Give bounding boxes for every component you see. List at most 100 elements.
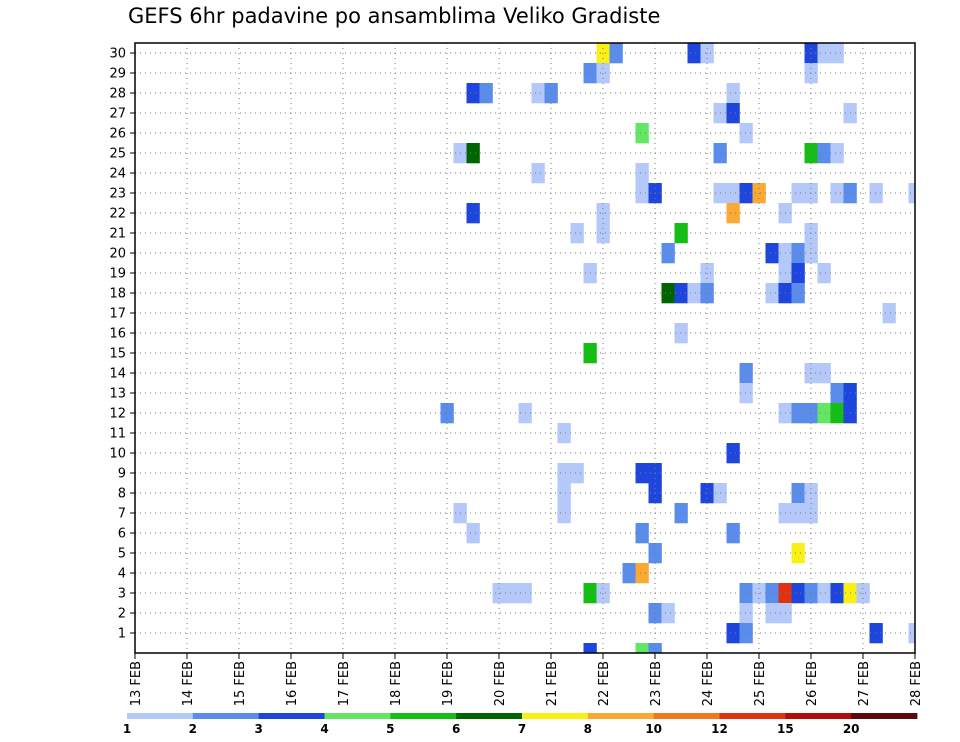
heatmap-cell: [466, 83, 480, 104]
heatmap-cell: [791, 283, 805, 304]
legend-swatch: [127, 713, 194, 719]
heatmap-cell: [674, 503, 688, 524]
y-tick-label: 15: [109, 347, 126, 362]
heatmap-cell: [765, 603, 779, 624]
y-tick-label: 21: [109, 227, 126, 242]
y-tick-label: 10: [109, 447, 126, 462]
heatmap-cell: [635, 643, 649, 653]
y-tick-label: 23: [109, 187, 126, 202]
heatmap-cell: [882, 303, 896, 324]
y-tick-label: 19: [109, 267, 126, 282]
heatmap-cell: [635, 123, 649, 144]
heatmap-cell: [817, 143, 831, 164]
heatmap-cell: [726, 523, 740, 544]
legend-swatch: [587, 713, 655, 719]
y-tick-label: 3: [118, 587, 126, 602]
x-tick-label: 26 FEB: [805, 661, 820, 706]
x-tick-label: 14 FEB: [181, 661, 196, 706]
heatmap-cell: [557, 463, 571, 484]
legend-label: 1: [123, 722, 131, 736]
heatmap-cell: [609, 43, 623, 64]
legend-swatch: [192, 713, 260, 719]
y-tick-label: 1: [118, 627, 126, 642]
x-tick-label: 25 FEB: [753, 661, 768, 706]
heatmap-cell: [765, 243, 779, 264]
legend-label: 3: [254, 722, 262, 736]
heatmap-cell: [466, 203, 480, 224]
heatmap-cell: [908, 183, 915, 204]
y-tick-label: 27: [109, 107, 126, 122]
chart-title: GEFS 6hr padavine po ansamblima Veliko G…: [128, 4, 661, 28]
legend-label: 4: [320, 722, 328, 736]
heatmap-cell: [791, 263, 805, 284]
x-tick-label: 16 FEB: [285, 661, 300, 706]
x-tick-label: 15 FEB: [233, 661, 248, 706]
plot-frame: [134, 42, 916, 654]
legend-swatch: [258, 713, 325, 719]
legend-label: 2: [189, 722, 197, 736]
y-tick-label: 9: [118, 467, 126, 482]
heatmap-cell: [661, 243, 675, 264]
heatmap-cell: [674, 323, 688, 344]
heatmap-cell: [869, 623, 883, 644]
heatmap-cell: [557, 503, 571, 524]
x-tick-label: 27 FEB: [857, 661, 872, 706]
heatmap-cell: [726, 83, 740, 104]
y-tick-label: 25: [109, 147, 126, 162]
heatmap-cell: [726, 203, 740, 224]
heatmap-cell: [557, 483, 571, 504]
y-tick-label: 20: [109, 247, 126, 262]
heatmap-cell: [466, 143, 480, 164]
heatmap-cell: [739, 383, 753, 404]
heatmap-cell: [531, 163, 545, 184]
y-tick-label: 5: [118, 547, 126, 562]
heatmap-cell: [687, 43, 701, 64]
y-tick-label: 14: [109, 367, 126, 382]
y-tick-label: 24: [109, 167, 126, 182]
legend-label: 5: [386, 722, 394, 736]
legend-label: 8: [584, 722, 592, 736]
legend-label: 15: [777, 722, 794, 736]
y-tick-label: 13: [109, 387, 126, 402]
heatmap-cell: [791, 543, 805, 564]
x-tick-label: 17 FEB: [337, 661, 352, 706]
heatmap-cell: [791, 503, 805, 524]
heatmap-cell: [674, 223, 688, 244]
x-tick-label: 21 FEB: [545, 661, 560, 706]
legend-swatch: [653, 713, 720, 719]
heatmap-cell: [817, 43, 831, 64]
heatmap-cell: [674, 283, 688, 304]
x-tick-label: 19 FEB: [441, 661, 456, 706]
heatmap-cell: [726, 443, 740, 464]
heatmap-cell: [830, 43, 844, 64]
heatmap-cell: [739, 623, 753, 644]
heatmap-cell: [570, 463, 584, 484]
heatmap-cell: [635, 523, 649, 544]
heatmap-cell: [830, 583, 844, 604]
heatmap-cell: [739, 183, 753, 204]
legend-swatch: [719, 713, 786, 719]
heatmap-cell: [830, 183, 844, 204]
y-tick-label: 26: [109, 127, 126, 142]
legend-swatch: [851, 713, 918, 719]
heatmap-cell: [830, 143, 844, 164]
y-tick-label: 7: [118, 507, 126, 522]
heatmap-cell: [869, 183, 883, 204]
heatmap-cell: [687, 283, 701, 304]
x-tick-label: 28 FEB: [909, 661, 924, 706]
heatmap-cell: [817, 583, 831, 604]
heatmap-cell: [739, 123, 753, 144]
heatmap-cell: [635, 163, 649, 184]
heatmap-cell: [817, 263, 831, 284]
legend-swatch: [785, 713, 852, 719]
y-tick-label: 4: [118, 567, 126, 582]
heatmap-cell: [830, 403, 844, 424]
heatmap-cell: [505, 583, 519, 604]
heatmap-cell: [791, 243, 805, 264]
heatmap-cell: [908, 623, 915, 644]
y-tick-label: 2: [118, 607, 126, 622]
heatmap-cell: [635, 563, 649, 584]
heatmap-cell: [791, 403, 805, 424]
heatmap-cell: [935, 303, 948, 323]
legend-label: 6: [452, 722, 460, 736]
